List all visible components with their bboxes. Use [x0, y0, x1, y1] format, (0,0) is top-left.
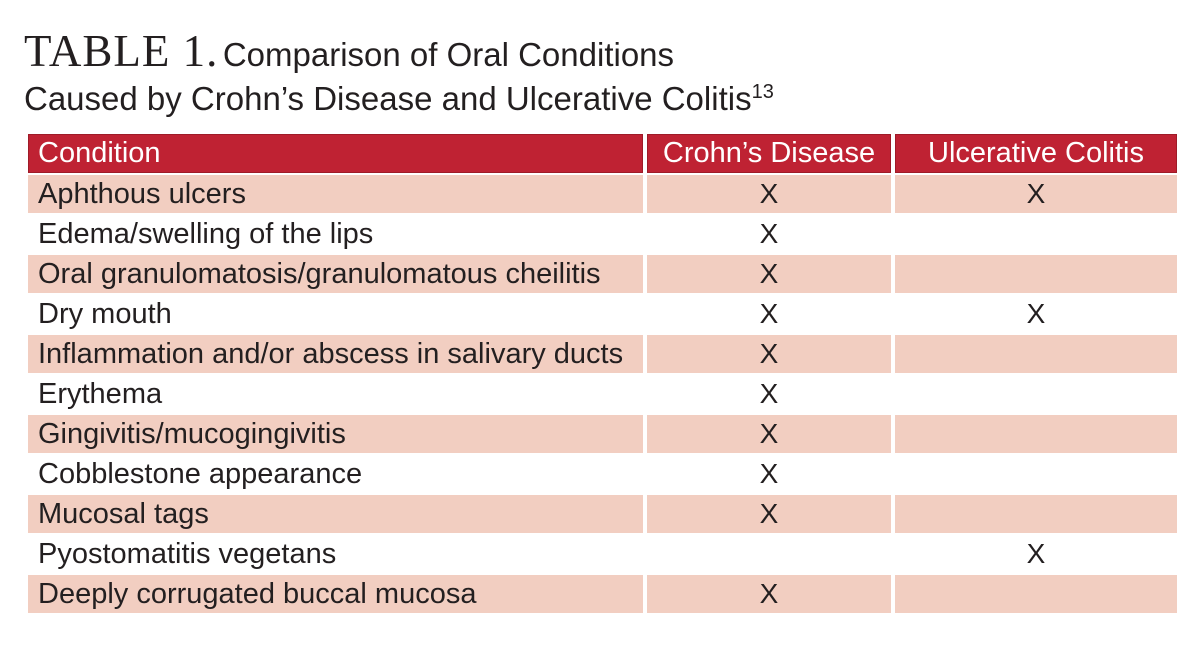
table-header: Condition Crohn’s Disease Ulcerative Col… [24, 132, 1181, 176]
ulcerative-mark-cell [891, 493, 1181, 536]
title-line-1: TABLE 1. Comparison of Oral Conditions [24, 24, 1176, 79]
table-row: Pyostomatitis vegetans X [24, 533, 1181, 576]
ulcerative-mark-cell [891, 213, 1181, 256]
condition-cell: Edema/swelling of the lips [24, 213, 647, 256]
table-row: Deeply corrugated buccal mucosa X [24, 573, 1181, 616]
ulcerative-mark-cell [891, 453, 1181, 496]
ulcerative-mark-cell [891, 573, 1181, 616]
title-line-2: Caused by Crohn’s Disease and Ulcerative… [24, 79, 1176, 119]
table-number-label: TABLE 1. [24, 26, 219, 76]
ulcerative-mark-cell [891, 333, 1181, 376]
condition-cell: Aphthous ulcers [24, 173, 647, 216]
condition-cell: Erythema [24, 373, 647, 416]
condition-cell: Deeply corrugated buccal mucosa [24, 573, 647, 616]
table-row: Erythema X [24, 373, 1181, 416]
table-row: Mucosal tags X [24, 493, 1181, 536]
ulcerative-mark-cell: X [891, 293, 1181, 336]
ulcerative-mark-cell [891, 253, 1181, 296]
crohns-mark-cell: X [643, 293, 895, 336]
crohns-mark-cell: X [643, 373, 895, 416]
column-header-ulcerative-colitis: Ulcerative Colitis [891, 132, 1181, 176]
header-row: Condition Crohn’s Disease Ulcerative Col… [24, 132, 1181, 176]
table-body: Aphthous ulcers X X Edema/swelling of th… [24, 173, 1181, 616]
table-row: Cobblestone appearance X [24, 453, 1181, 496]
table-row: Edema/swelling of the lips X [24, 213, 1181, 256]
crohns-mark-cell: X [643, 173, 895, 216]
title-text-line2: Caused by Crohn’s Disease and Ulcerative… [24, 79, 774, 117]
ulcerative-mark-cell [891, 413, 1181, 456]
crohns-mark-cell: X [643, 253, 895, 296]
crohns-mark-cell: X [643, 493, 895, 536]
ulcerative-mark-cell: X [891, 173, 1181, 216]
comparison-table: Condition Crohn’s Disease Ulcerative Col… [24, 132, 1181, 616]
crohns-mark-cell [643, 533, 895, 576]
crohns-mark-cell: X [643, 573, 895, 616]
crohns-mark-cell: X [643, 333, 895, 376]
table-row: Oral granulomatosis/granulomatous cheili… [24, 253, 1181, 296]
title-text-line1: Comparison of Oral Conditions [222, 36, 675, 73]
reference-superscript: 13 [751, 80, 774, 103]
column-header-condition: Condition [24, 132, 647, 176]
ulcerative-mark-cell: X [891, 533, 1181, 576]
ulcerative-mark-cell [891, 373, 1181, 416]
table-row: Dry mouth X X [24, 293, 1181, 336]
table-row: Inflammation and/or abscess in salivary … [24, 333, 1181, 376]
condition-cell: Inflammation and/or abscess in salivary … [24, 333, 647, 376]
condition-cell: Dry mouth [24, 293, 647, 336]
page-title: TABLE 1. Comparison of Oral Conditions C… [24, 24, 1176, 119]
condition-cell: Cobblestone appearance [24, 453, 647, 496]
table-row: Aphthous ulcers X X [24, 173, 1181, 216]
crohns-mark-cell: X [643, 213, 895, 256]
condition-cell: Mucosal tags [24, 493, 647, 536]
crohns-mark-cell: X [643, 413, 895, 456]
crohns-mark-cell: X [643, 453, 895, 496]
column-header-crohns-disease: Crohn’s Disease [643, 132, 895, 176]
condition-cell: Gingivitis/mucogingivitis [24, 413, 647, 456]
condition-cell: Oral granulomatosis/granulomatous cheili… [24, 253, 647, 296]
table-row: Gingivitis/mucogingivitis X [24, 413, 1181, 456]
condition-cell: Pyostomatitis vegetans [24, 533, 647, 576]
